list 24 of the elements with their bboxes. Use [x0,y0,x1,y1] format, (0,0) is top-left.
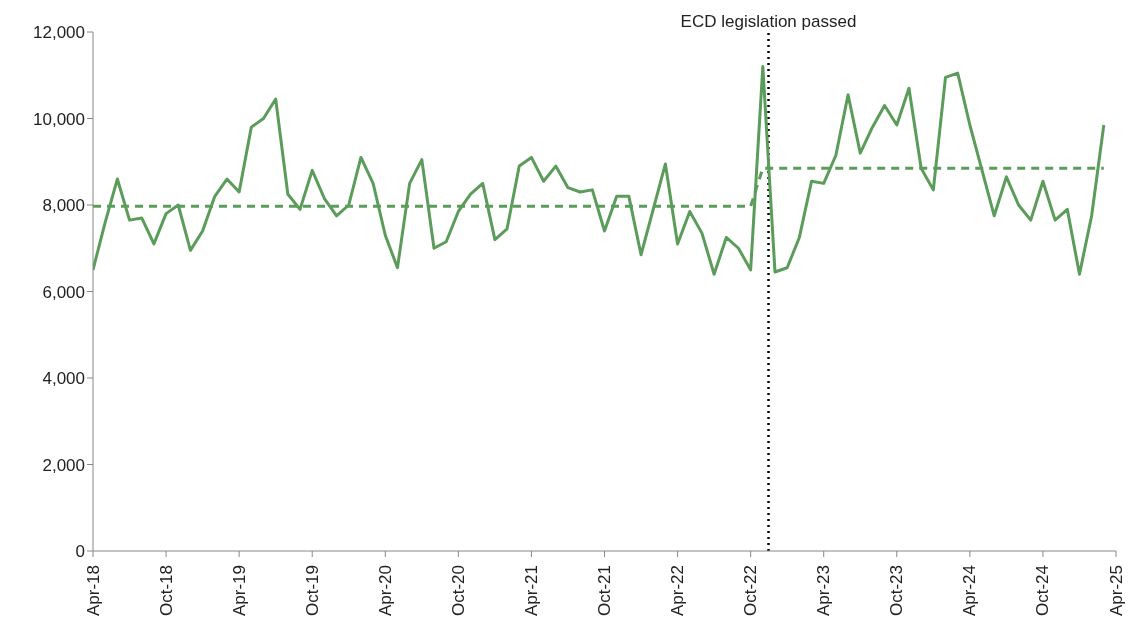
ref-line-label: ECD legislation passed [680,12,857,31]
line-series [93,65,1106,276]
x-tick-label: Apr-24 [960,565,980,617]
y-tick-label: 0 [75,542,85,562]
x-tick-label: Apr-19 [229,565,249,617]
y-tick-label: 10,000 [33,109,85,129]
x-tick-label: Oct-22 [741,565,761,617]
x-tick-label: Apr-20 [375,565,395,617]
x-tick-label: Apr-23 [814,565,834,617]
y-tick-label: 8,000 [42,196,85,216]
x-tick-label: Oct-24 [1033,565,1053,617]
x-tick-label: Oct-18 [156,565,176,617]
x-tick-label: Apr-25 [1106,565,1126,617]
x-tick-label: Oct-20 [448,565,468,617]
y-tick-label: 2,000 [42,455,85,475]
x-tick-label: Apr-22 [668,565,688,617]
x-tick-label: Apr-18 [83,565,103,617]
x-tick-label: Oct-19 [302,565,322,617]
x-tick-label: Apr-21 [521,565,541,617]
y-tick-label: 12,000 [33,23,85,43]
x-tick-label: Oct-23 [887,565,907,617]
y-tick-label: 6,000 [42,282,85,302]
y-tick-label: 4,000 [42,369,85,389]
x-tick-label: Oct-21 [595,565,614,617]
